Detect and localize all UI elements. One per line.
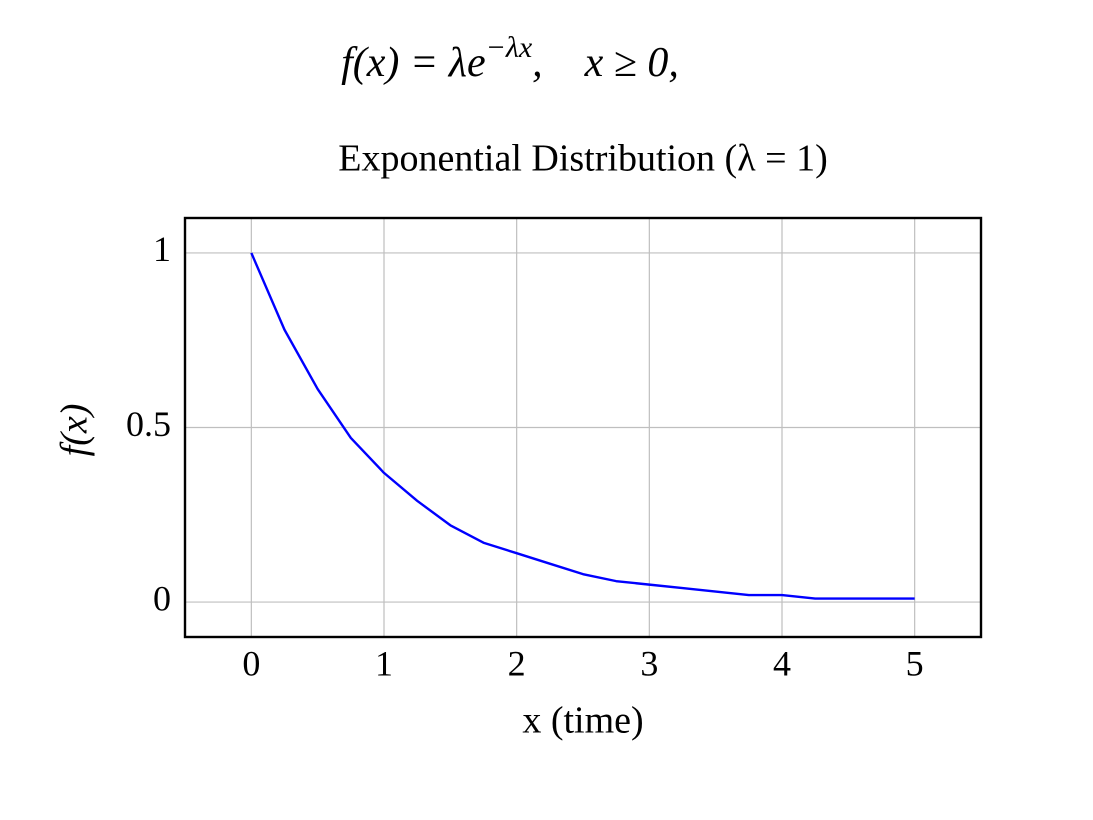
line (250, 252, 915, 600)
formula-tail: , x ≥ 0, (532, 40, 679, 86)
x-tick-label: 4 (773, 643, 791, 683)
formula: f(x) = λe−λx, x ≥ 0, (341, 31, 679, 86)
x-tick-label: 2 (508, 643, 526, 683)
x-tick-label: 0 (242, 643, 260, 683)
y-axis-label: f(x) (54, 404, 96, 457)
formula-base: f(x) = λe (341, 40, 485, 86)
plot-frame (183, 216, 983, 639)
x-tick-label: 3 (640, 643, 658, 683)
y-tick-label: 0.5 (126, 404, 171, 444)
y-tick-label: 1 (153, 229, 171, 269)
chart-title: Exponential Distribution (λ = 1) (338, 138, 827, 180)
y-tick-label: 0 (153, 578, 171, 618)
x-axis-label: x (time) (522, 700, 643, 742)
x-tick-label: 5 (906, 643, 924, 683)
formula-exponent: −λx (486, 31, 533, 64)
x-tick-label: 1 (375, 643, 393, 683)
